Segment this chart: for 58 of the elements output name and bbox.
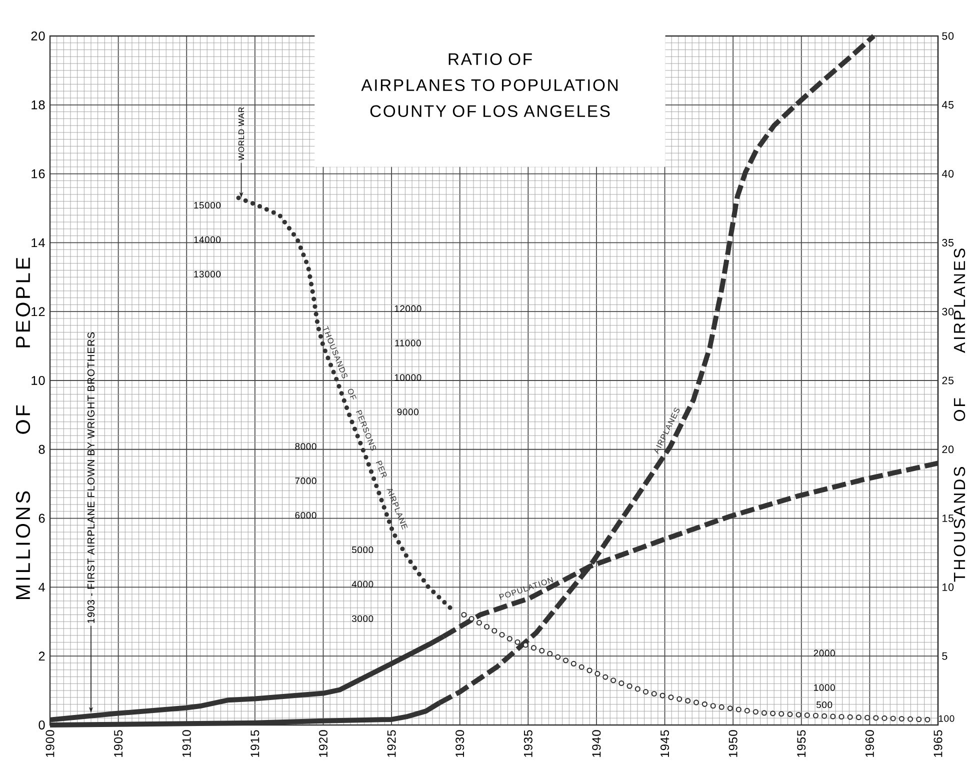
x-tick-label: 1910 — [182, 730, 191, 757]
y-tick-label: 16 — [32, 169, 45, 178]
annotation: 1000 — [814, 684, 835, 691]
annotation: 14000 — [194, 236, 221, 243]
x-tick-label: 1955 — [797, 730, 806, 757]
y-tick-label: 8 — [38, 444, 45, 454]
y2-tick-label: 30 — [942, 308, 954, 316]
annotation: 15000 — [194, 202, 221, 209]
annotation: 1903 - FIRST AIRPLANE FLOWN BY WRIGHT BROTHERS — [87, 332, 95, 623]
y-tick-label: 2 — [38, 652, 45, 661]
y-axis-title: MILLIONS OF PEOPLE — [16, 258, 30, 599]
y2-tick-label: 45 — [942, 101, 954, 109]
x-tick-label: 1925 — [387, 730, 396, 757]
y-tick-label: 10 — [32, 376, 45, 385]
x-tick-label: 1965 — [934, 730, 942, 757]
x-tick-label: 1945 — [660, 730, 670, 757]
y2-tick-label: 50 — [942, 32, 954, 40]
x-tick-label: 1960 — [865, 730, 874, 757]
x-tick-label: 1935 — [524, 730, 532, 757]
x-tick-label: 1900 — [46, 730, 54, 757]
annotation: 13000 — [194, 270, 221, 278]
annotation: 5000 — [352, 546, 374, 554]
annotation: 6000 — [295, 512, 316, 519]
annotation: 4000 — [352, 580, 374, 588]
y2-tick-label: 5 — [942, 652, 948, 660]
y-tick-label: 14 — [32, 238, 45, 248]
y2-tick-label: 10 — [942, 583, 954, 591]
text: RATIO OF AIRPLANES TO POPULATION — [361, 53, 618, 92]
y3-tick-label: 9000 — [397, 408, 418, 416]
y-tick-label: 4 — [38, 582, 45, 592]
y2-tick-label: 15 — [942, 514, 954, 522]
annotation: 7000 — [295, 478, 316, 484]
annotation: 2000 — [814, 650, 835, 656]
y3-tick-label: 12000 — [394, 305, 422, 312]
x-tick-label: 1920 — [318, 730, 328, 757]
y3-tick-label: 11000 — [395, 340, 421, 346]
y-tick-label: 0 — [38, 720, 45, 730]
annotation: WORLD WAR — [238, 107, 244, 161]
annotation: 500 — [816, 701, 832, 708]
text: COUNTY OF LOS ANGELES — [370, 105, 610, 118]
y2-tick-label: 25 — [942, 376, 954, 384]
annotation: 8000 — [295, 443, 316, 450]
x-tick-label: 1915 — [250, 730, 260, 757]
x-tick-label: 1930 — [456, 730, 464, 757]
y-tick-label: 6 — [38, 514, 45, 523]
text: 100 — [938, 715, 954, 722]
x-tick-label: 1905 — [114, 730, 123, 757]
y2-tick-label: 20 — [942, 446, 954, 454]
y2-tick-label: 40 — [942, 170, 954, 178]
annotation: 3000 — [352, 615, 374, 622]
y-tick-label: 12 — [32, 307, 45, 316]
y-tick-label: 18 — [32, 100, 45, 110]
y2-tick-label: 35 — [942, 238, 954, 246]
y-tick-label: 20 — [31, 32, 45, 40]
x-tick-label: 1940 — [592, 730, 601, 757]
x-tick-label: 1950 — [728, 730, 738, 757]
y3-tick-label: 10000 — [394, 374, 422, 381]
y2-axis-title: THOUSANDS OF AIRPLANES — [954, 248, 966, 582]
